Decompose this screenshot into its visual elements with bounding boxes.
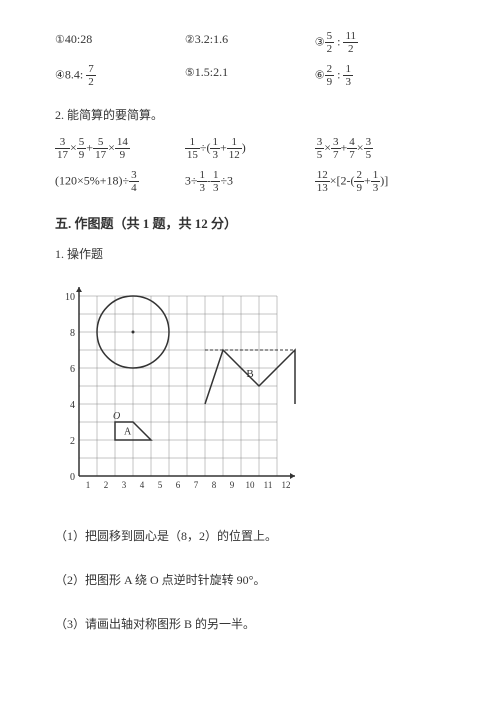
q2-row1: 317×59+517×149115÷(13+112)35×37+47×35	[55, 136, 445, 161]
sub-q3: （3）请画出轴对称图形 B 的另一半。	[55, 615, 445, 634]
calc-item: 35×37+47×35	[315, 136, 445, 161]
q1-item-3: ③52 : 112	[315, 30, 445, 55]
svg-text:10: 10	[246, 480, 256, 490]
svg-text:6: 6	[176, 480, 181, 490]
svg-text:B: B	[246, 368, 253, 380]
calc-item: 317×59+517×149	[55, 136, 185, 161]
svg-text:8: 8	[70, 328, 75, 339]
svg-text:1: 1	[86, 480, 91, 490]
calc-item: 3÷13-13÷3	[185, 169, 315, 194]
svg-text:A: A	[124, 427, 132, 438]
operation-diagram: 1086420123456789101112AOB	[55, 276, 445, 502]
q1-num-5: ⑤	[185, 67, 195, 79]
q2-row2: (120×5%+18)÷343÷13-13÷31213×[2-(29+13)]	[55, 169, 445, 194]
section5-q1: 1. 操作题	[55, 245, 445, 264]
section5-title: 五. 作图题（共 1 题，共 12 分）	[55, 214, 445, 235]
q1-item-1: ①40:28	[55, 30, 185, 55]
svg-text:2: 2	[70, 436, 75, 447]
q1-num-2: ②	[185, 34, 195, 46]
svg-text:9: 9	[230, 480, 235, 490]
svg-text:4: 4	[70, 400, 75, 411]
sub-q1: （1）把圆移到圆心是（8，2）的位置上。	[55, 527, 445, 546]
svg-text:7: 7	[194, 480, 199, 490]
q1-item-2: ②3.2:1.6	[185, 30, 315, 55]
calc-item: (120×5%+18)÷34	[55, 169, 185, 194]
q1-item-6: ⑥29 : 13	[315, 63, 445, 88]
calc-item: 1213×[2-(29+13)]	[315, 169, 445, 194]
q1-num-4: ④	[55, 70, 65, 82]
svg-text:5: 5	[158, 480, 163, 490]
sub-q2: （2）把图形 A 绕 O 点逆时针旋转 90°。	[55, 571, 445, 590]
svg-text:12: 12	[282, 480, 291, 490]
q1-text-1: 40:28	[65, 32, 92, 46]
q1-row2: ④8.4: 72 ⑤1.5:2.1 ⑥29 : 13	[55, 63, 445, 88]
svg-text:2: 2	[104, 480, 109, 490]
calc-item: 115÷(13+112)	[185, 136, 315, 161]
q1-num-3: ③	[315, 36, 325, 48]
svg-text:4: 4	[140, 480, 145, 490]
q1-text-2: 3.2:1.6	[195, 32, 228, 46]
q1-text-5: 1.5:2.1	[195, 65, 228, 79]
svg-text:11: 11	[264, 480, 273, 490]
q1-item-4: ④8.4: 72	[55, 63, 185, 88]
svg-text:3: 3	[122, 480, 127, 490]
grid-svg: 1086420123456789101112AOB	[55, 276, 305, 496]
q1-num-1: ①	[55, 34, 65, 46]
q2-title: 2. 能简算的要简算。	[55, 106, 445, 125]
q1-text-4: 8.4:	[65, 68, 86, 82]
q1-row1: ①40:28 ②3.2:1.6 ③52 : 112	[55, 30, 445, 55]
svg-text:6: 6	[70, 364, 75, 375]
svg-text:10: 10	[65, 292, 75, 303]
q1-num-6: ⑥	[315, 70, 325, 82]
svg-text:8: 8	[212, 480, 217, 490]
svg-text:0: 0	[70, 472, 75, 483]
svg-text:O: O	[113, 411, 120, 422]
q1-item-5: ⑤1.5:2.1	[185, 63, 315, 88]
